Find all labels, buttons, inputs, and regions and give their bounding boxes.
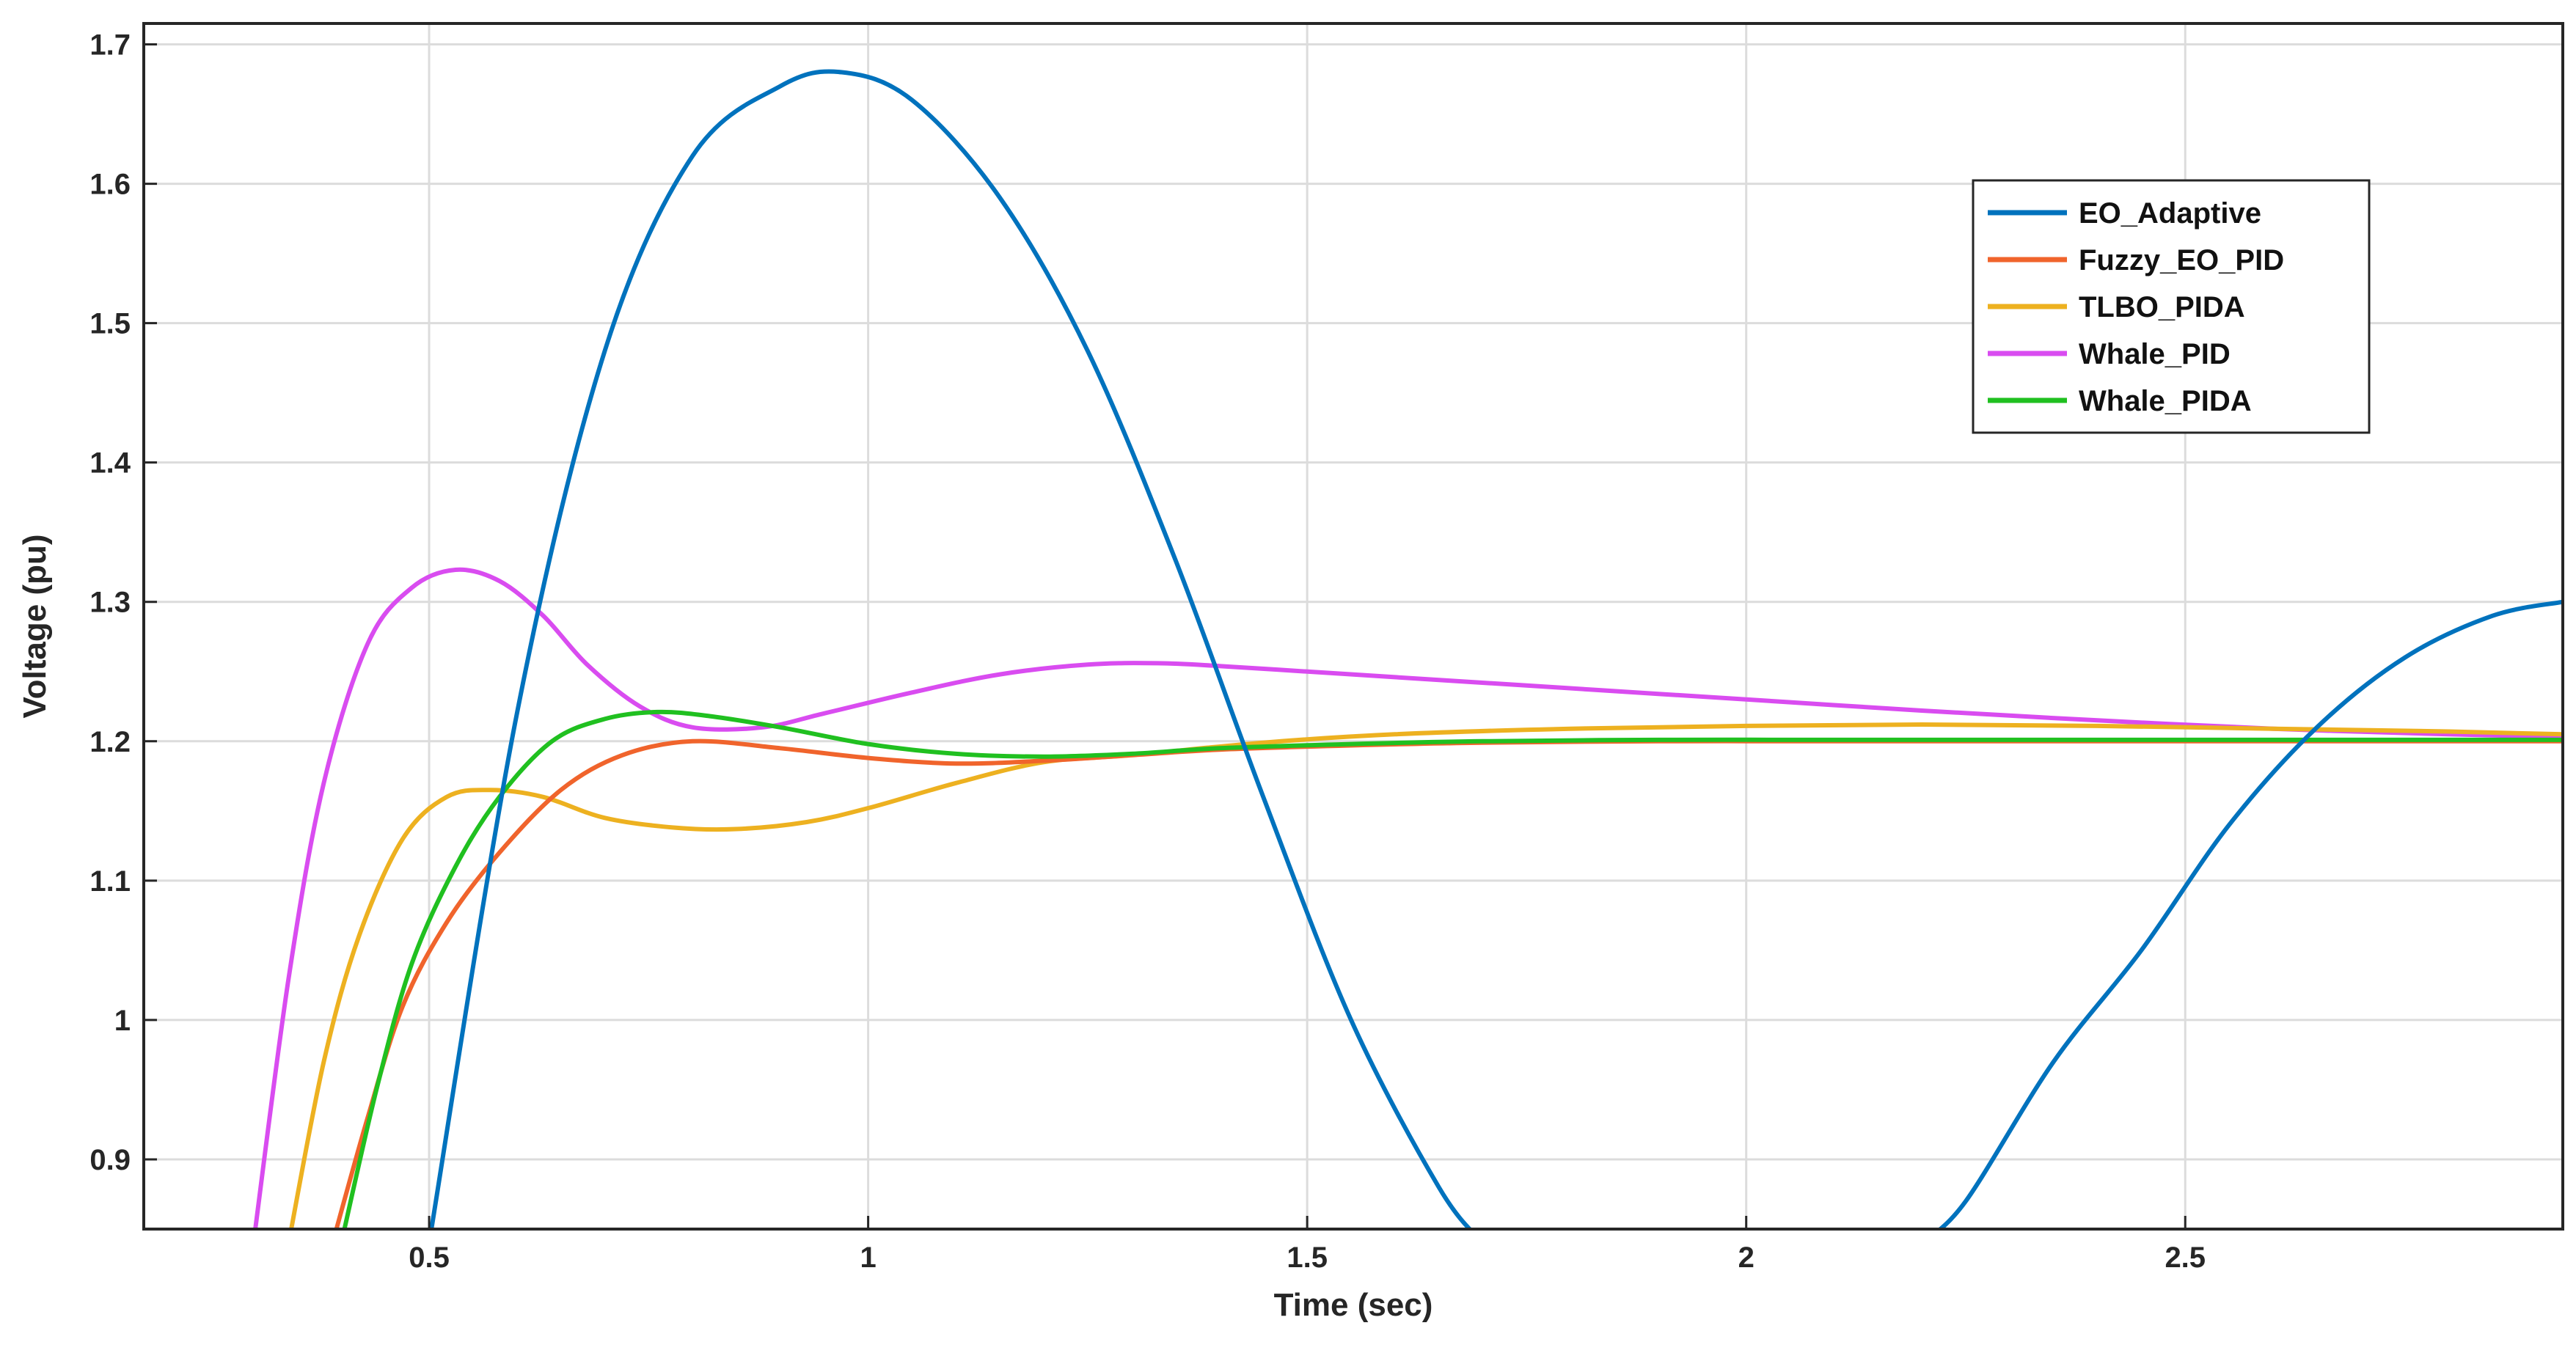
- y-tick-label: 0.9: [89, 1144, 131, 1176]
- x-axis-label: Time (sec): [1274, 1287, 1433, 1323]
- x-tick-label: 2.5: [2165, 1242, 2206, 1274]
- x-tick-label: 0.5: [409, 1242, 450, 1274]
- y-tick-label: 1.6: [89, 169, 131, 201]
- tick-labels: 0.5 1 1.5 2 2.5 0.9 1 1.1 1.2 1.3 1.4 1.5 1.6 1.7: [89, 29, 2206, 1274]
- legend: EO_Adaptive Fuzzy_EO_PID TLBO_PIDA Whale_PI…: [1972, 179, 2371, 434]
- legend-label: TLBO_PIDA: [2079, 291, 2245, 323]
- y-axis-label: Voltage (pu): [17, 535, 53, 719]
- legend-label: Fuzzy_EO_PID: [2079, 244, 2284, 276]
- series-line-whale-pida: [342, 709, 2563, 1229]
- series-line-eo-adaptive: [1936, 599, 2563, 1229]
- plot-frame: [142, 22, 2564, 1231]
- series-layer: [253, 69, 2563, 1229]
- y-tick-label: 1.2: [89, 726, 131, 758]
- legend-label: Whale_PID: [2079, 338, 2231, 370]
- y-tick-label: 1.7: [89, 29, 131, 62]
- y-tick-label: 1: [114, 1005, 131, 1037]
- series-line-whale-pid: [253, 567, 2563, 1229]
- y-tick-label: 1.1: [89, 865, 131, 898]
- legend-label: Whale_PIDA: [2079, 385, 2252, 417]
- legend-label: EO_Adaptive: [2079, 197, 2261, 230]
- x-tick-label: 1: [860, 1242, 876, 1274]
- x-tick-label: 1.5: [1287, 1242, 1328, 1274]
- y-tick-label: 1.5: [89, 308, 131, 340]
- y-tick-label: 1.4: [89, 447, 131, 480]
- series-line-eo-adaptive: [429, 69, 1473, 1229]
- x-tick-label: 2: [1738, 1242, 1754, 1274]
- y-tick-label: 1.3: [89, 587, 131, 619]
